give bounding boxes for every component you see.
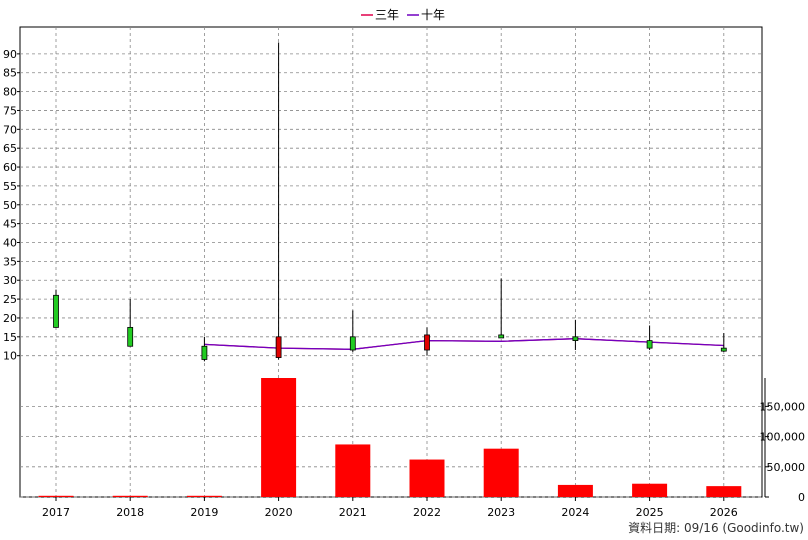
volume-bar bbox=[38, 495, 74, 497]
x-tick-label: 2019 bbox=[190, 506, 218, 519]
volume-bar bbox=[186, 495, 222, 497]
price-tick-label: 45 bbox=[3, 218, 17, 231]
x-tick-label: 2024 bbox=[561, 506, 589, 519]
plot-frame bbox=[19, 26, 763, 498]
price-tick-label: 55 bbox=[3, 180, 17, 193]
price-tick-label: 10 bbox=[3, 350, 17, 363]
candle-body bbox=[720, 347, 727, 352]
volume-tick-label: 50,000 bbox=[767, 461, 806, 474]
volume-bar bbox=[261, 378, 297, 497]
price-tick-label: 35 bbox=[3, 255, 17, 268]
x-tick-label: 2025 bbox=[636, 506, 664, 519]
price-tick-label: 20 bbox=[3, 312, 17, 325]
price-tick-label: 50 bbox=[3, 199, 17, 212]
price-tick-label: 85 bbox=[3, 67, 17, 80]
grid bbox=[20, 27, 762, 498]
volume-tick-label: 150,000 bbox=[760, 400, 806, 413]
volume-axis: 0 50,000 100,000 150,000 bbox=[760, 378, 806, 504]
volume-bar bbox=[483, 448, 519, 497]
x-tick-label: 2026 bbox=[710, 506, 738, 519]
price-tick-label: 15 bbox=[3, 331, 17, 344]
volume-bar bbox=[557, 484, 593, 497]
candle-body bbox=[201, 345, 208, 360]
price-tick-label: 40 bbox=[3, 237, 17, 250]
price-tick-label: 75 bbox=[3, 104, 17, 117]
volume-bar bbox=[409, 459, 445, 497]
volume-tick-label: 100,000 bbox=[760, 431, 806, 444]
x-tick-label: 2018 bbox=[116, 506, 144, 519]
x-tick-label: 2020 bbox=[265, 506, 293, 519]
price-tick-label: 30 bbox=[3, 274, 17, 287]
legend: 三年 十年 bbox=[361, 8, 445, 22]
volume-bar bbox=[335, 444, 371, 497]
candle-body bbox=[424, 334, 430, 351]
candle-body bbox=[127, 326, 134, 347]
candlesticks bbox=[53, 42, 727, 362]
candle-body bbox=[53, 294, 59, 328]
volume-bars bbox=[38, 378, 742, 497]
candle-body bbox=[646, 340, 653, 349]
x-tick-label: 2021 bbox=[339, 506, 367, 519]
price-tick-label: 60 bbox=[3, 161, 17, 174]
candle-body bbox=[349, 336, 356, 351]
price-tick-label: 90 bbox=[3, 48, 17, 61]
data-date-footer: 資料日期: 09/16 (Goodinfo.tw) bbox=[628, 521, 804, 535]
volume-bar bbox=[112, 495, 148, 497]
price-axis: 10 15 20 25 30 35 40 45 50 55 60 65 70 75 80 85 90 bbox=[3, 48, 20, 363]
candle-body bbox=[572, 336, 579, 341]
x-axis: 2017 2018 2019 2020 2021 2022 2023 2024 2025 2026 bbox=[42, 497, 738, 519]
price-tick-label: 25 bbox=[3, 293, 17, 306]
volume-bar bbox=[706, 486, 742, 497]
price-tick-label: 70 bbox=[3, 123, 17, 136]
price-tick-label: 80 bbox=[3, 86, 17, 99]
candle-body bbox=[275, 336, 282, 358]
legend-label-10y: 十年 bbox=[421, 8, 445, 22]
volume-bar bbox=[632, 483, 668, 497]
x-tick-label: 2017 bbox=[42, 506, 70, 519]
volume-tick-label: 0 bbox=[798, 491, 805, 504]
price-tick-label: 65 bbox=[3, 142, 17, 155]
average-lines bbox=[204, 338, 724, 350]
x-tick-label: 2023 bbox=[487, 506, 515, 519]
legend-label-3y: 三年 bbox=[375, 8, 399, 22]
avg-line bbox=[204, 338, 724, 350]
x-tick-label: 2022 bbox=[413, 506, 441, 519]
candle-body bbox=[498, 334, 505, 339]
